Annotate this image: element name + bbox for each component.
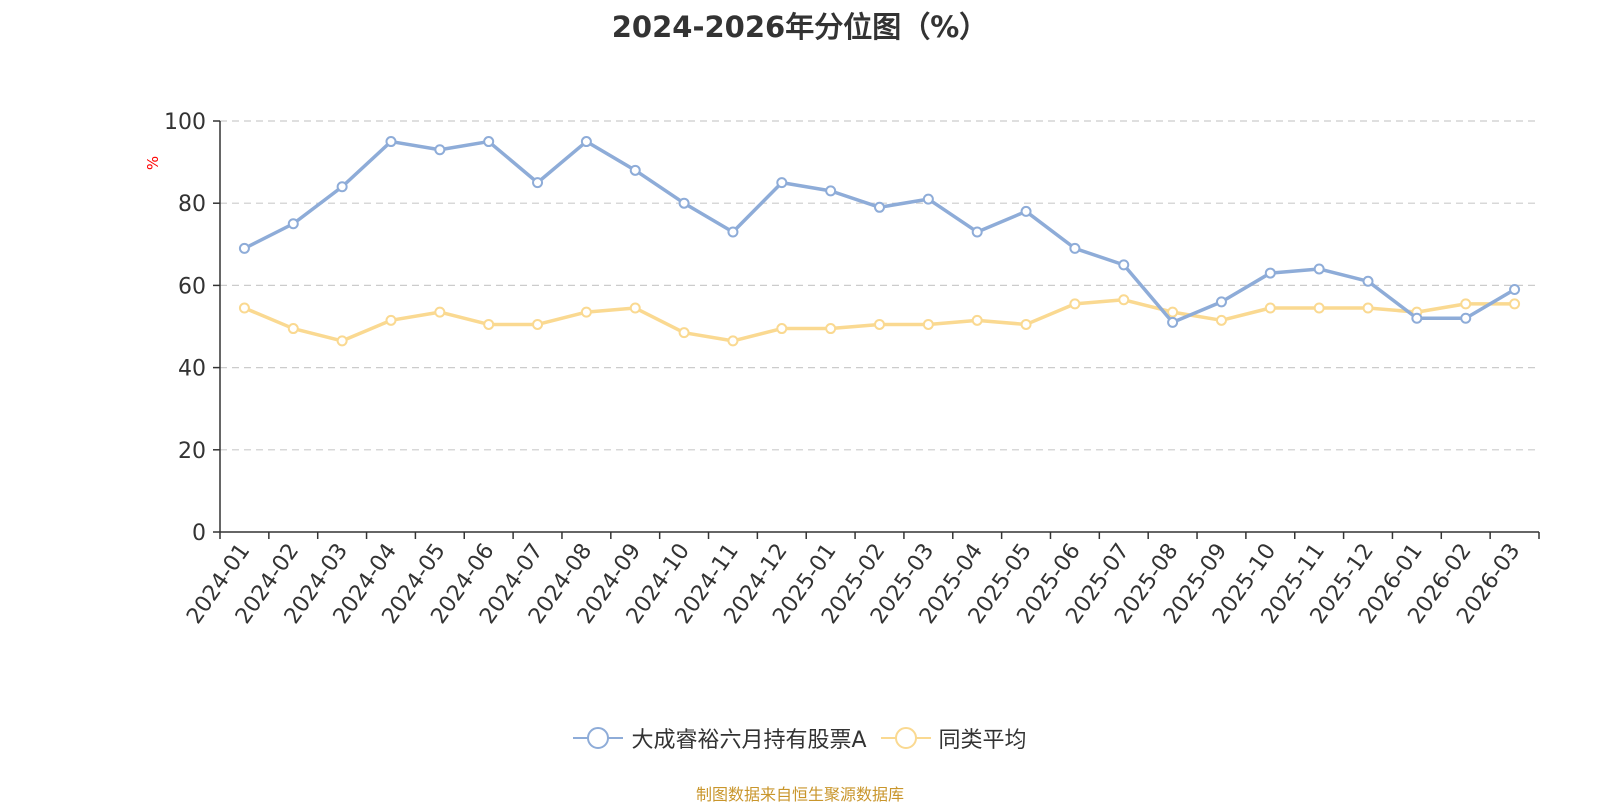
legend-swatch-peer-average-icon [880,727,931,749]
legend-swatch-fund-icon [573,727,624,749]
legend-label-fund: 大成睿裕六月持有股票A [631,728,867,753]
legend: 大成睿裕六月持有股票A 同类平均 [0,722,1600,754]
data-point-s1-2026-02 [1460,298,1472,310]
data-point-s1-2025-08 [1167,306,1179,318]
y-tick-label-40: 40 [178,357,206,382]
y-tick-label-100: 100 [164,110,206,135]
y-tick-label-80: 80 [178,192,206,217]
data-point-s1-2024-08 [580,306,592,318]
data-point-s1-2025-10 [1264,302,1276,314]
data-point-s1-2024-06 [483,318,495,330]
data-point-s0-2024-06 [483,136,495,148]
data-point-s0-2024-11 [727,226,739,238]
data-point-s1-2025-09 [1215,314,1227,326]
data-point-s1-2025-07 [1118,294,1130,306]
data-point-s0-2024-01 [238,242,250,254]
data-point-s0-2024-10 [678,197,690,209]
data-point-s1-2025-03 [922,318,934,330]
data-point-s1-2024-09 [629,302,641,314]
data-point-s1-2024-03 [336,335,348,347]
series-lines [238,136,1521,347]
data-point-s1-2024-07 [532,318,544,330]
data-point-s0-2026-02 [1460,312,1472,324]
data-point-s0-2025-10 [1264,267,1276,279]
data-point-s1-2025-11 [1313,302,1325,314]
legend-item-peer-average[interactable]: 同类平均 [880,722,1027,754]
data-point-s0-2024-09 [629,164,641,176]
data-point-s1-2025-06 [1069,298,1081,310]
data-point-s0-2025-06 [1069,242,1081,254]
data-point-s0-2024-04 [385,136,397,148]
y-axis-label: % [144,156,162,170]
data-point-s0-2024-08 [580,136,592,148]
data-point-s0-2024-05 [434,144,446,156]
data-point-s1-2024-01 [238,302,250,314]
data-point-s0-2024-03 [336,181,348,193]
y-tick-label-20: 20 [178,439,206,464]
data-point-s1-2024-04 [385,314,397,326]
y-tick-label-60: 60 [178,274,206,299]
data-point-s1-2024-12 [776,323,788,335]
data-point-s1-2025-05 [1020,318,1032,330]
data-point-s0-2025-03 [922,193,934,205]
legend-label-peer-average: 同类平均 [938,728,1027,753]
data-point-s0-2025-09 [1215,296,1227,308]
data-point-s1-2025-02 [874,318,885,330]
data-point-s0-2025-04 [971,226,983,238]
data-point-s1-2024-02 [287,323,299,335]
legend-item-fund[interactable]: 大成睿裕六月持有股票A [573,722,867,754]
data-point-s1-2026-03 [1509,298,1521,310]
data-point-s1-2025-01 [825,323,837,335]
data-point-s0-2024-02 [287,218,299,230]
data-point-s1-2025-04 [971,314,983,326]
axes: 0204060801002024-012024-022024-032024-04… [164,110,1540,629]
data-point-s0-2026-01 [1411,312,1423,324]
data-point-s0-2025-02 [874,201,885,213]
data-point-s0-2025-01 [825,185,837,197]
data-point-s0-2024-12 [776,177,788,189]
data-point-s0-2025-11 [1313,263,1325,275]
y-tick-label-0: 0 [192,521,206,546]
grid-lines [220,120,1539,451]
data-point-s0-2025-07 [1118,259,1130,271]
data-point-s1-2024-05 [434,306,446,318]
data-point-s1-2024-11 [727,335,739,347]
data-point-s1-2025-12 [1362,302,1374,314]
data-point-s0-2026-03 [1509,284,1521,296]
source-note: 制图数据来自恒生聚源数据库 [695,785,904,804]
series-line-0 [242,139,1517,325]
data-point-s1-2024-10 [678,327,690,339]
data-point-s0-2025-12 [1362,275,1374,287]
chart-title: 2024-2026年分位图（%） [611,10,989,44]
data-point-s0-2025-05 [1020,205,1032,217]
data-point-s0-2025-08 [1167,316,1179,328]
data-point-s0-2024-07 [532,177,544,189]
